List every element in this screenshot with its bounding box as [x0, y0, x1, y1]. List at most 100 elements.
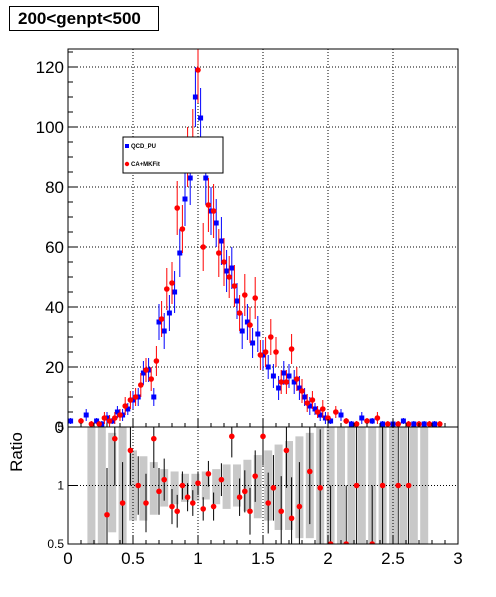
- data-point-square: [177, 250, 183, 256]
- data-point-square: [359, 415, 365, 421]
- data-point-circle: [294, 376, 300, 382]
- x-tick-label: 3: [453, 549, 462, 568]
- data-point-square: [265, 364, 271, 370]
- ratio-point: [252, 473, 258, 479]
- ratio-band-segment: [129, 450, 137, 521]
- data-point-circle: [221, 259, 227, 265]
- data-point-circle: [333, 409, 339, 415]
- data-point-circle: [231, 283, 238, 289]
- data-point-circle: [374, 415, 381, 421]
- data-point-circle: [164, 286, 170, 292]
- data-point-circle: [252, 295, 258, 301]
- ratio-point: [184, 494, 191, 501]
- ratio-point: [343, 541, 349, 544]
- data-point-circle: [148, 376, 154, 382]
- ratio-point: [379, 482, 386, 489]
- ratio-band-segment: [87, 427, 96, 544]
- top-y-tick-label: 60: [45, 238, 64, 257]
- ratio-point: [190, 500, 196, 506]
- data-point-square: [255, 331, 261, 337]
- data-point-circle: [88, 421, 95, 427]
- ratio-point: [169, 503, 175, 510]
- data-point-square: [151, 394, 157, 400]
- bottom-y-tick-label: 1: [57, 479, 64, 493]
- ratio-band-segment: [170, 471, 179, 505]
- data-point-square: [213, 220, 219, 226]
- data-point-circle: [426, 421, 433, 427]
- data-point-circle: [226, 274, 232, 280]
- data-point-square: [307, 403, 313, 409]
- data-point-square: [286, 373, 292, 379]
- data-point-circle: [106, 418, 113, 424]
- data-point-circle: [127, 397, 134, 403]
- top-y-tick-label: 0: [55, 418, 64, 437]
- ratio-band-segment: [201, 471, 210, 500]
- ratio-point: [161, 476, 167, 483]
- ratio-band-segment: [212, 469, 221, 505]
- ratio-axis-label: Ratio: [7, 432, 26, 472]
- x-tick-label: 1: [193, 549, 202, 568]
- data-point-square: [411, 421, 417, 427]
- bottom-y-tick-label: 0.5: [47, 537, 64, 551]
- ratio-point: [327, 541, 334, 544]
- ratio-point: [229, 433, 235, 440]
- data-point-circle: [78, 418, 84, 424]
- data-point-square: [68, 418, 74, 424]
- data-point-circle: [200, 244, 206, 250]
- ratio-point: [151, 435, 157, 442]
- ratio-point: [195, 480, 201, 486]
- data-point-square: [328, 418, 334, 424]
- ratio-point: [395, 482, 402, 489]
- ratio-band-segment: [139, 456, 148, 521]
- data-point-square: [192, 94, 198, 100]
- data-point-circle: [210, 208, 217, 214]
- ratio-band-segment: [149, 462, 158, 515]
- data-point-circle: [205, 202, 212, 208]
- ratio-point: [278, 508, 285, 515]
- ratio-point: [369, 541, 375, 544]
- data-point-circle: [143, 367, 149, 373]
- ratio-point: [179, 482, 186, 489]
- ratio-point: [218, 476, 225, 483]
- data-point-circle: [153, 358, 160, 364]
- data-point-circle: [268, 334, 274, 340]
- ratio-point: [270, 485, 277, 491]
- data-point-circle: [262, 349, 269, 355]
- data-point-circle: [242, 292, 248, 298]
- ratio-point: [283, 447, 290, 454]
- data-point-circle: [247, 322, 253, 328]
- data-point-circle: [122, 403, 128, 409]
- data-point-square: [312, 406, 318, 412]
- data-point-circle: [179, 226, 186, 232]
- ratio-point: [174, 508, 180, 515]
- ratio-point: [288, 515, 295, 522]
- x-tick-label: 0: [63, 549, 72, 568]
- data-point-square: [94, 418, 100, 424]
- ratio-point: [307, 468, 313, 475]
- data-point-square: [317, 412, 323, 418]
- chart-title: 200<genpt<500: [9, 6, 159, 31]
- ratio-band-segment: [108, 432, 117, 533]
- ratio-point: [260, 433, 266, 440]
- data-point-square: [291, 379, 297, 385]
- ratio-band-segment: [347, 427, 356, 544]
- data-point-circle: [314, 409, 321, 415]
- data-point-square: [369, 418, 375, 424]
- data-point-square: [348, 421, 354, 427]
- data-point-square: [250, 340, 256, 346]
- ratio-point: [265, 500, 272, 506]
- ratio-point: [353, 482, 360, 489]
- data-point-circle: [216, 250, 222, 256]
- data-point-circle: [169, 280, 175, 286]
- data-point-circle: [343, 418, 350, 424]
- data-point-circle: [236, 310, 243, 316]
- legend-box: [122, 136, 224, 174]
- ratio-band-segment: [399, 427, 408, 544]
- data-point-square: [161, 328, 167, 334]
- data-point-square: [421, 421, 427, 427]
- data-point-square: [432, 421, 438, 427]
- legend-label: CA+MKFit: [131, 162, 160, 168]
- ratio-point: [317, 485, 324, 491]
- data-point-circle: [325, 415, 331, 421]
